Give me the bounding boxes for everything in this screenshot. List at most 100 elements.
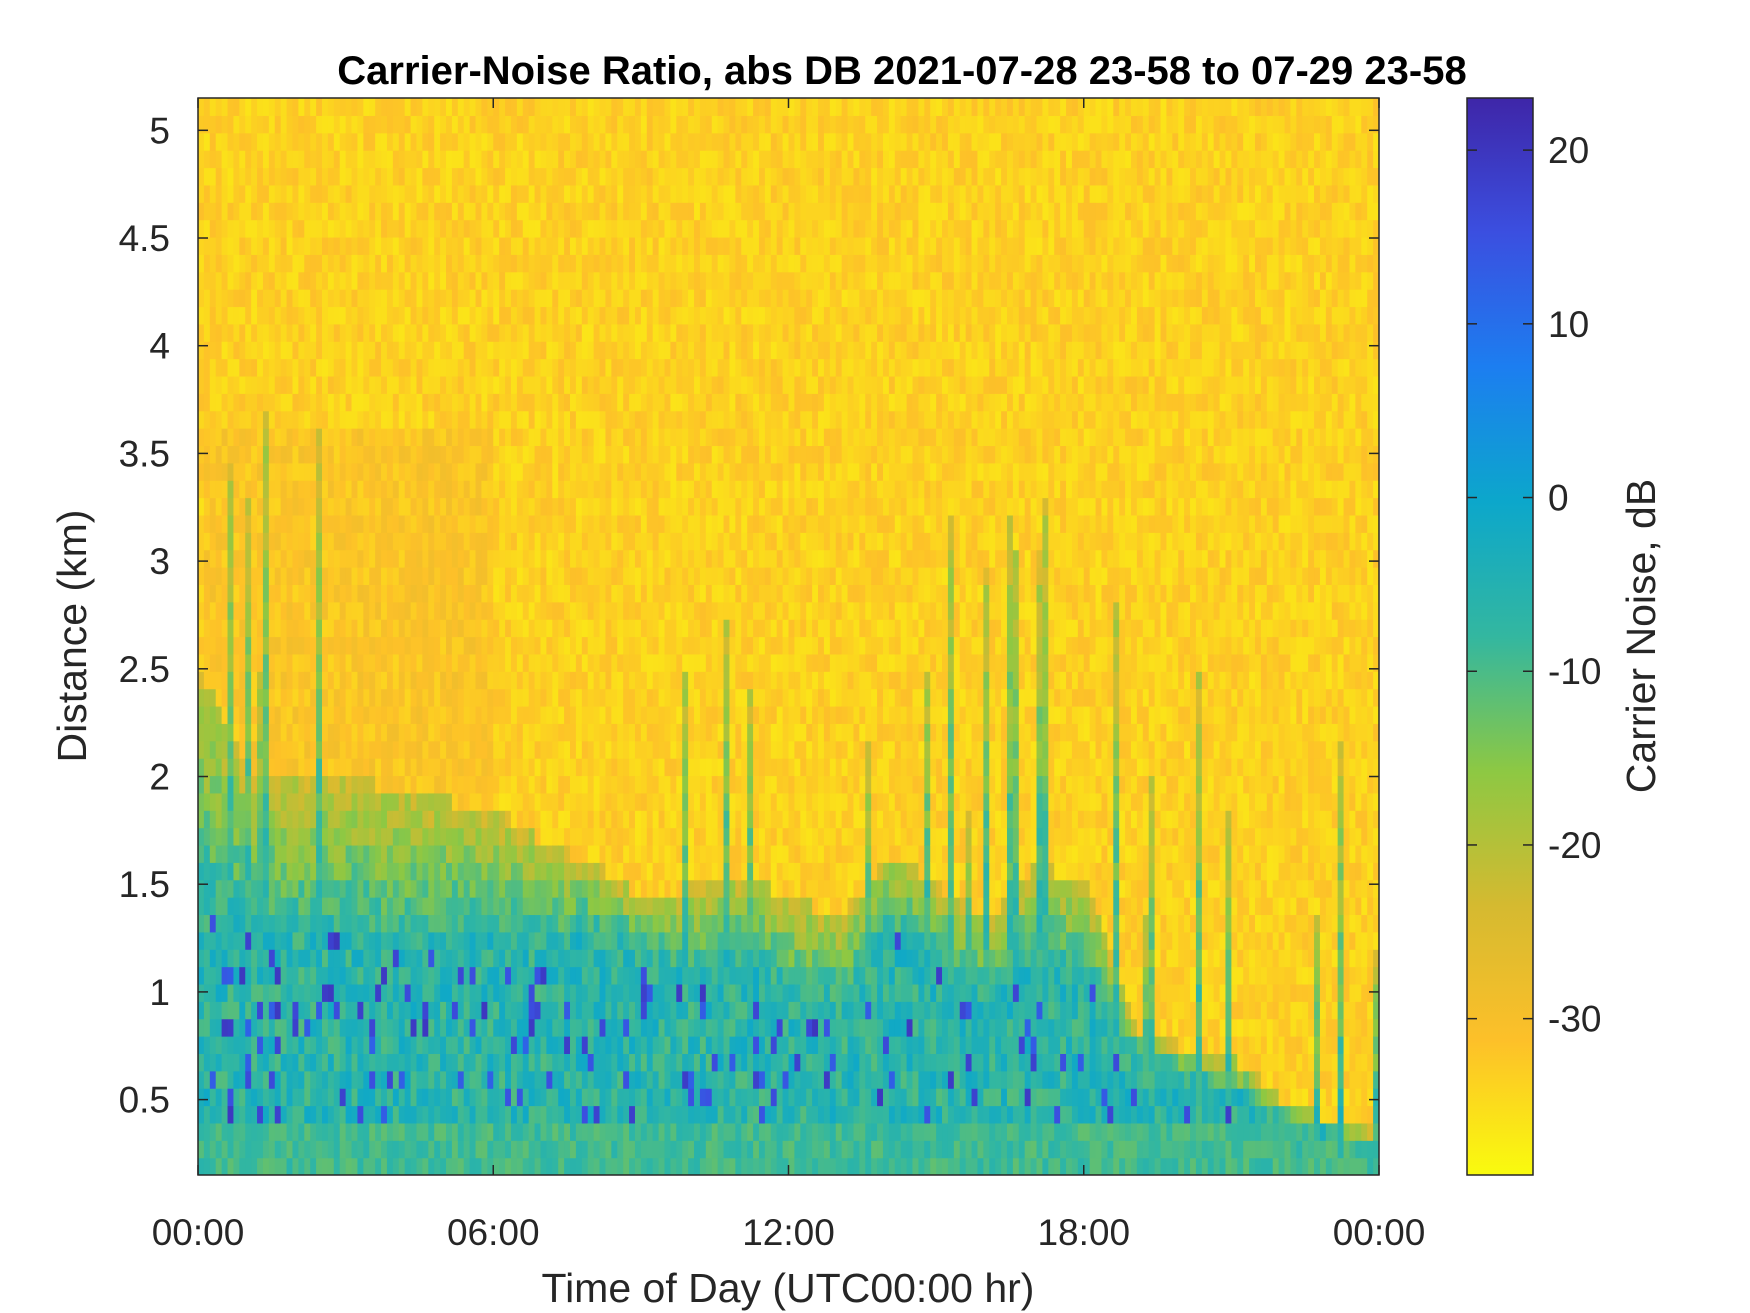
heatmap-cell — [522, 775, 530, 794]
heatmap-cell — [605, 549, 612, 568]
heatmap-cell — [570, 375, 577, 394]
heatmap-cell — [540, 567, 547, 585]
heatmap-cell — [493, 897, 500, 916]
heatmap-cell — [221, 1088, 229, 1107]
heatmap-cell — [440, 758, 447, 777]
heatmap-cell — [428, 775, 435, 794]
heatmap-cell — [203, 167, 211, 186]
heatmap-cell — [221, 775, 229, 794]
heatmap-cell — [599, 1001, 607, 1020]
heatmap-cell — [233, 619, 240, 638]
heatmap-cell — [262, 410, 270, 429]
heatmap-cell — [203, 184, 211, 203]
heatmap-cell — [268, 341, 276, 360]
heatmap-cell — [534, 879, 542, 898]
heatmap-cell — [251, 827, 258, 846]
heatmap-cell — [292, 480, 299, 499]
heatmap-cell — [564, 567, 571, 585]
heatmap-cell — [310, 879, 317, 898]
heatmap-cell — [552, 1053, 559, 1072]
heatmap-cell — [440, 428, 447, 447]
heatmap-cell — [245, 358, 252, 377]
heatmap-cell — [392, 514, 400, 533]
heatmap-cell — [617, 1105, 624, 1124]
heatmap-cell — [510, 375, 518, 394]
heatmap-cell — [587, 514, 595, 533]
heatmap-cell — [646, 532, 654, 551]
heatmap-cell — [239, 862, 246, 881]
heatmap-cell — [209, 931, 217, 950]
heatmap-cell — [357, 428, 364, 447]
heatmap-cell — [327, 1140, 335, 1159]
heatmap-cell — [410, 740, 418, 759]
heatmap-cell — [251, 844, 258, 863]
heatmap-cell — [339, 758, 347, 777]
heatmap-cell — [369, 792, 376, 811]
heatmap-cell — [593, 323, 601, 342]
heatmap-cell — [463, 480, 471, 499]
heatmap-cell — [327, 358, 335, 377]
heatmap-cell — [404, 532, 412, 551]
heatmap-cell — [257, 462, 264, 481]
heatmap-cell — [257, 184, 264, 203]
heatmap-cell — [558, 306, 565, 325]
heatmap-cell — [516, 428, 524, 447]
heatmap-cell — [658, 132, 666, 151]
heatmap-cell — [351, 115, 359, 134]
heatmap-cell — [505, 202, 512, 221]
heatmap-cell — [434, 428, 441, 447]
heatmap-cell — [357, 827, 364, 846]
heatmap-cell — [298, 601, 305, 620]
heatmap-cell — [652, 1001, 660, 1020]
heatmap-cell — [546, 983, 553, 1002]
heatmap-cell — [546, 705, 553, 724]
heatmap-cell — [363, 358, 370, 377]
heatmap-cell — [440, 636, 447, 655]
heatmap-cell — [422, 1140, 429, 1159]
heatmap-cell — [274, 132, 282, 151]
heatmap-cell — [664, 1122, 671, 1141]
heatmap-cell — [505, 341, 512, 360]
heatmap-cell — [575, 480, 583, 499]
heatmap-cell — [664, 827, 671, 846]
heatmap-cell — [652, 862, 660, 881]
heatmap-cell — [410, 601, 418, 620]
heatmap-cell — [617, 219, 624, 238]
heatmap-cell — [310, 914, 317, 933]
heatmap-cell — [292, 254, 299, 273]
heatmap-cell — [664, 897, 671, 916]
heatmap-cell — [292, 150, 299, 169]
heatmap-cell — [664, 723, 671, 742]
heatmap-cell — [268, 115, 276, 134]
heatmap-cell — [505, 966, 512, 985]
heatmap-cell — [274, 184, 282, 203]
heatmap-cell — [375, 219, 382, 238]
heatmap-cell — [611, 949, 618, 968]
heatmap-cell — [611, 1018, 618, 1037]
heatmap-cell — [646, 619, 654, 638]
heatmap-cell — [664, 1053, 671, 1072]
heatmap-cell — [446, 1088, 453, 1107]
heatmap-cell — [304, 879, 311, 898]
heatmap-cell — [215, 653, 223, 672]
heatmap-cell — [428, 636, 435, 655]
heatmap-cell — [280, 341, 288, 360]
heatmap-cell — [575, 202, 583, 221]
heatmap-cell — [416, 567, 423, 585]
heatmap-cell — [522, 601, 530, 620]
heatmap-cell — [522, 132, 530, 151]
heatmap-cell — [262, 775, 270, 794]
heatmap-cell — [463, 1140, 471, 1159]
heatmap-cell — [298, 897, 305, 916]
heatmap-cell — [345, 584, 353, 603]
heatmap-cell — [634, 949, 642, 968]
heatmap-cell — [629, 810, 636, 829]
heatmap-cell — [422, 619, 429, 638]
heatmap-cell — [227, 236, 235, 255]
heatmap-cell — [310, 567, 317, 585]
heatmap-cell — [233, 931, 240, 950]
heatmap-cell — [351, 931, 359, 950]
heatmap-cell — [617, 167, 624, 186]
heatmap-cell — [239, 584, 246, 603]
heatmap-cell — [345, 810, 353, 829]
